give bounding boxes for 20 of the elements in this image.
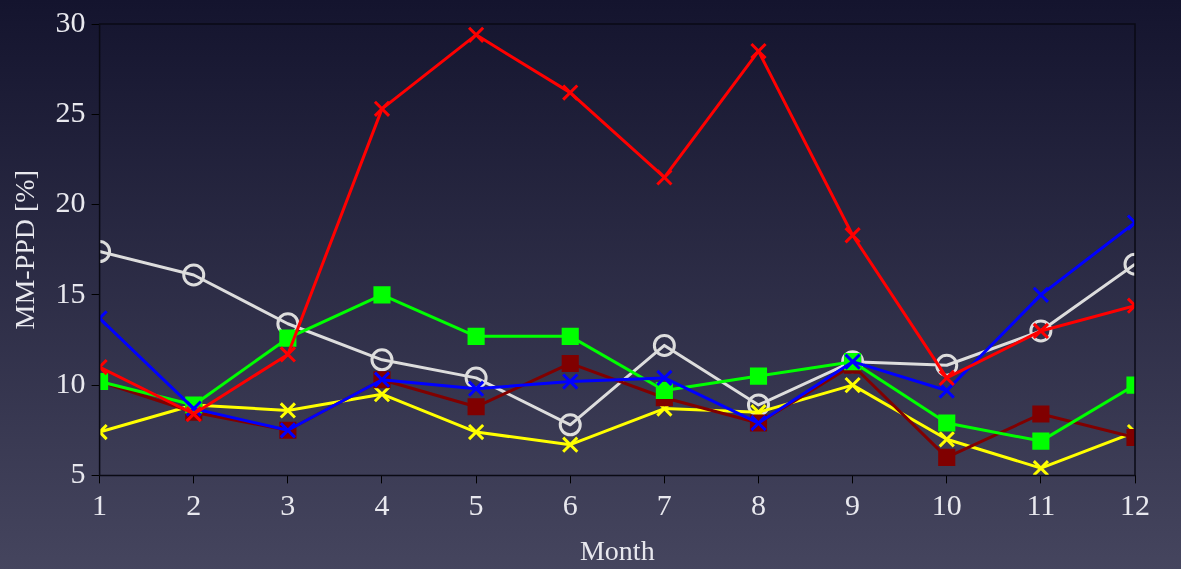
y-tick-label: 5 — [70, 456, 86, 490]
y-tick-label: 15 — [55, 275, 86, 309]
x-tick-label: 3 — [280, 488, 296, 522]
x-tick-label: 2 — [186, 488, 202, 522]
x-tick-label: 9 — [845, 488, 861, 522]
y-tick-label: 20 — [55, 185, 86, 219]
y-tick-label: 30 — [55, 4, 86, 38]
x-tick-label: 7 — [656, 488, 672, 522]
x-tick-label: 1 — [92, 488, 108, 522]
x-tick-label: 10 — [931, 488, 962, 522]
y-axis-title: MM-PPD [%] — [9, 169, 41, 330]
x-tick-label: 5 — [468, 488, 484, 522]
x-tick-label: 4 — [374, 488, 390, 522]
y-tick-label: 25 — [55, 95, 86, 129]
x-axis-title: Month — [579, 534, 655, 566]
x-tick-label: 12 — [1120, 488, 1150, 522]
x-tick-label: 11 — [1026, 488, 1056, 522]
y-tick-label: 10 — [55, 365, 86, 399]
x-tick-label: 6 — [562, 488, 578, 522]
x-tick-label: 8 — [750, 488, 766, 522]
